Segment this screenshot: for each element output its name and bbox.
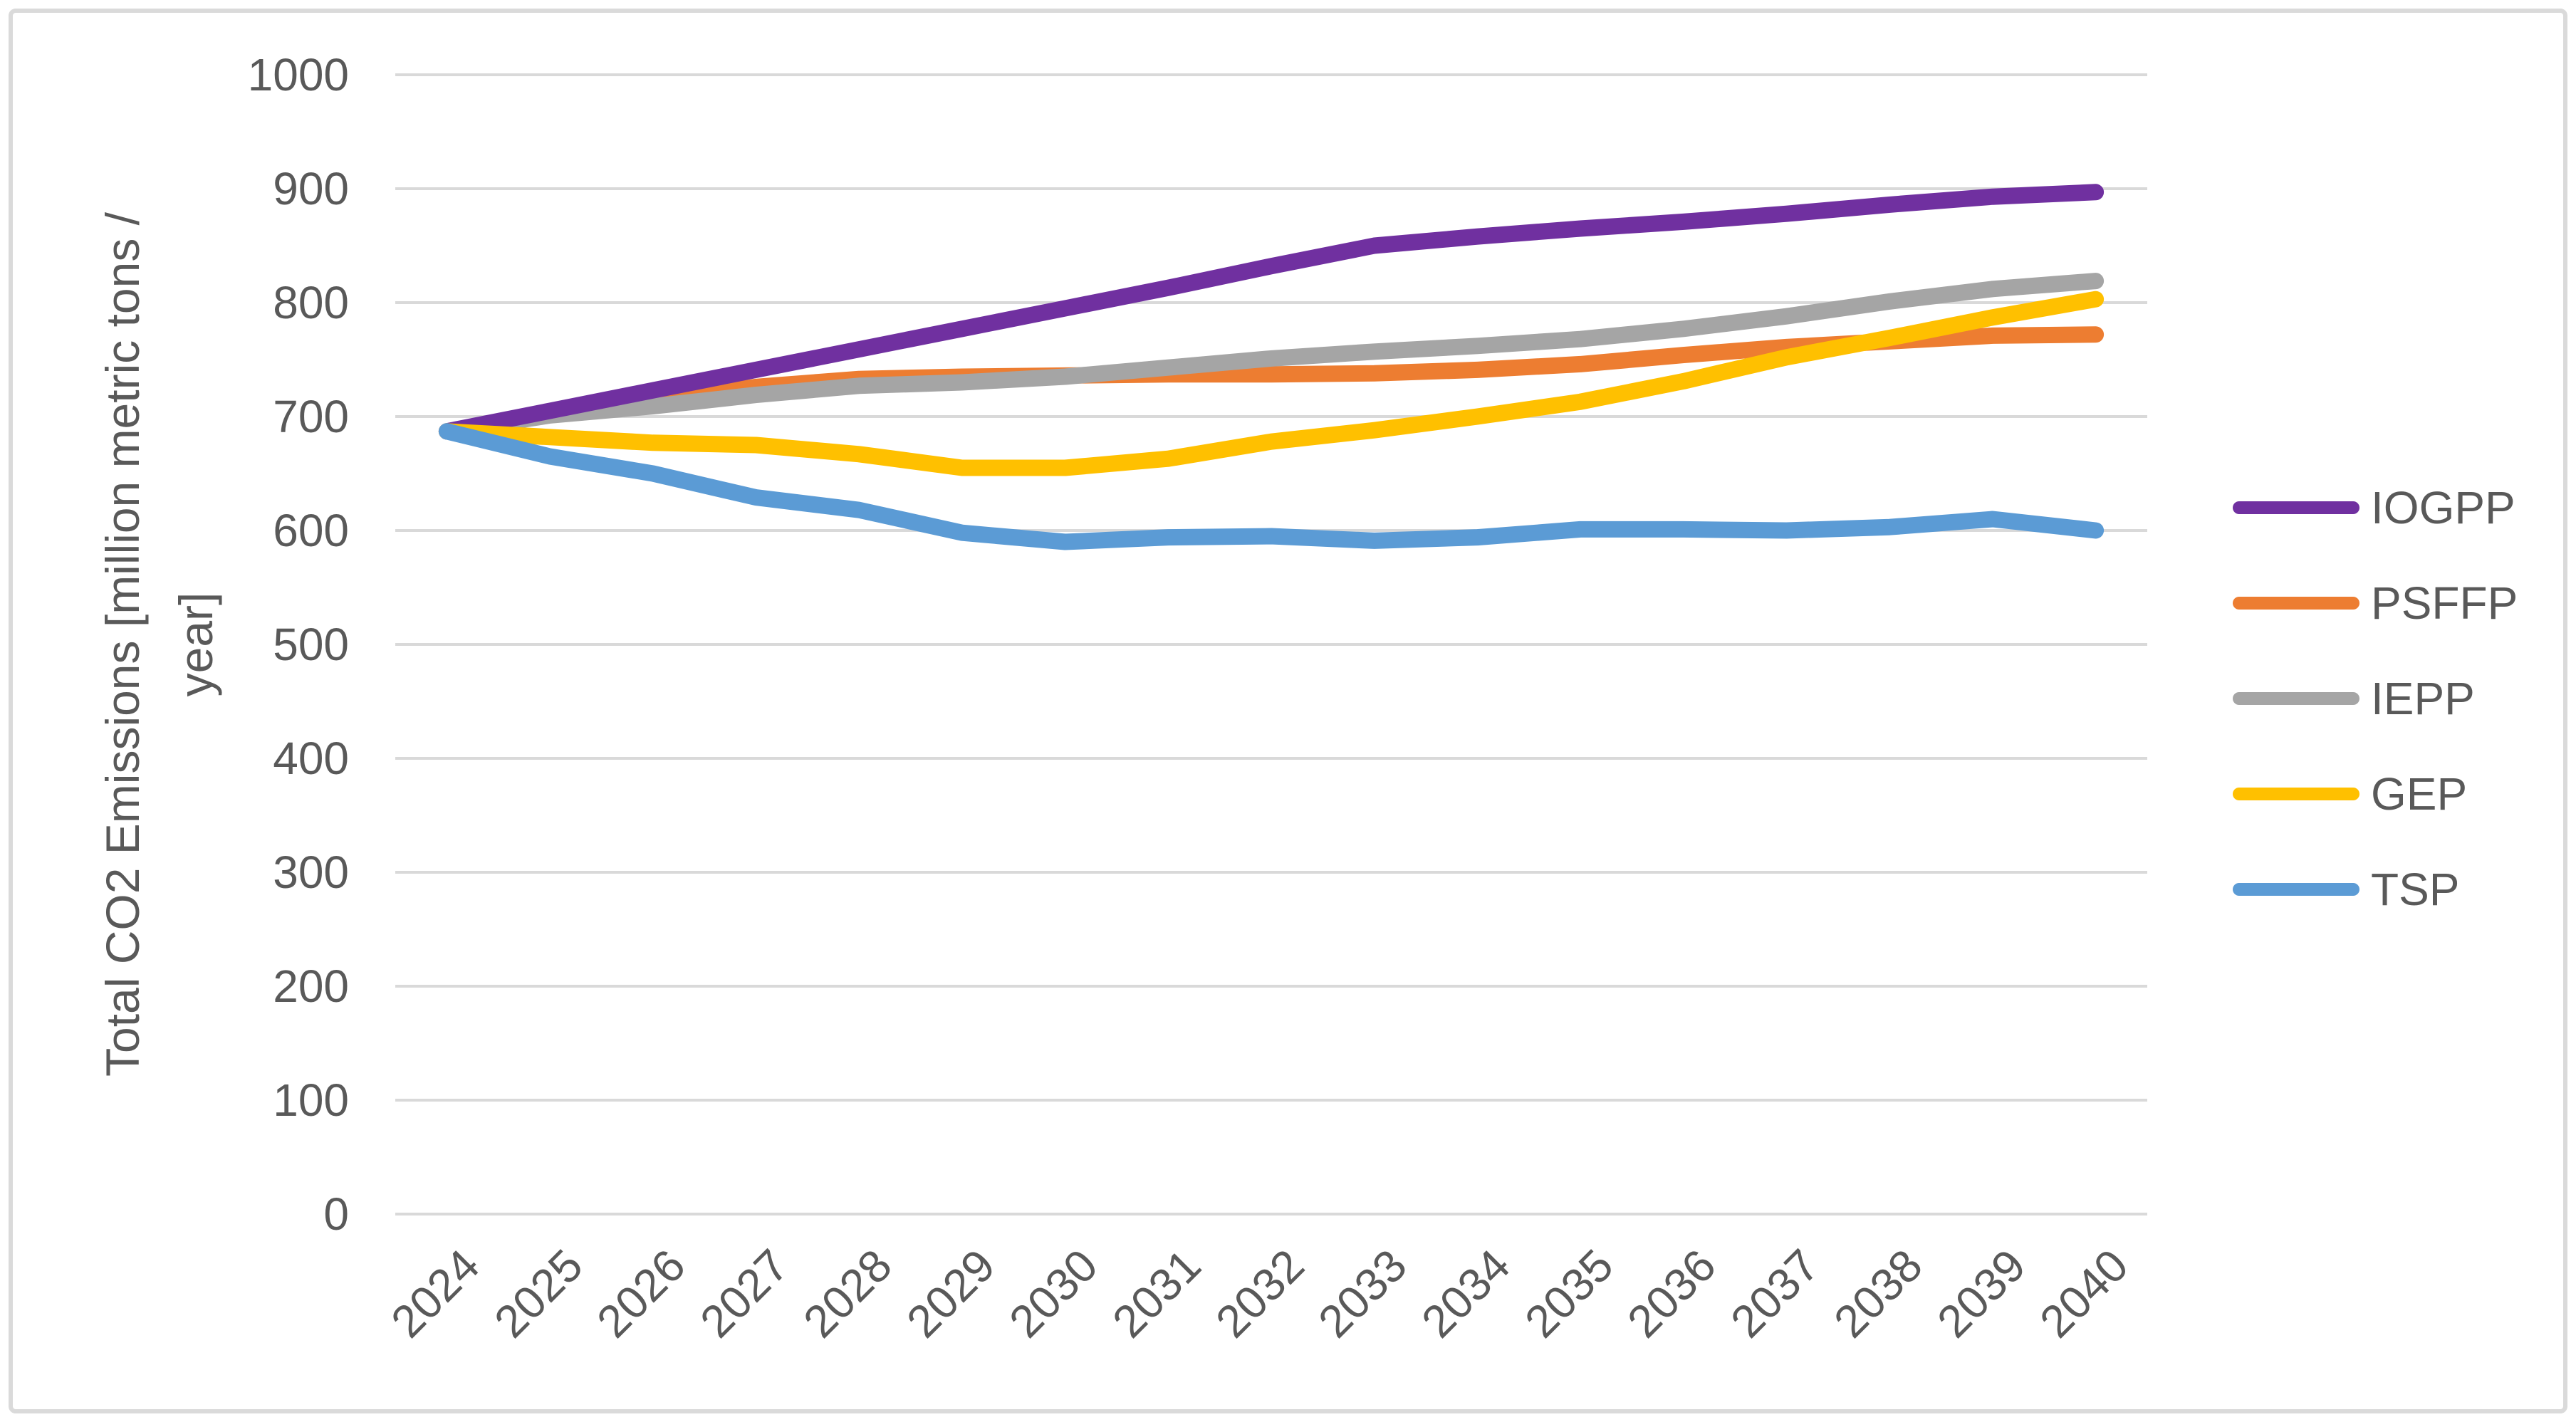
legend-label: TSP <box>2371 864 2460 915</box>
legend-item-TSP: TSP <box>2233 857 2518 921</box>
legend-swatch-PSFFP <box>2233 597 2359 610</box>
y-tick-label: 1000 <box>247 49 349 100</box>
y-tick-label: 800 <box>273 277 349 328</box>
y-tick-label: 0 <box>323 1188 349 1240</box>
series-line-IOGPP <box>438 184 2105 440</box>
legend: IOGPP PSFFP IEPP GEP TSP <box>2233 476 2518 921</box>
y-tick-label: 300 <box>273 847 349 898</box>
legend-swatch-TSP <box>2233 883 2359 896</box>
legend-item-IEPP: IEPP <box>2233 666 2518 731</box>
legend-label: IEPP <box>2371 673 2475 724</box>
legend-swatch-IEPP <box>2233 692 2359 705</box>
y-tick-label: 200 <box>273 961 349 1012</box>
legend-label: PSFFP <box>2371 577 2518 629</box>
legend-item-IOGPP: IOGPP <box>2233 476 2518 540</box>
y-tick-label: 500 <box>273 619 349 670</box>
series-line-TSP <box>438 423 2105 550</box>
y-tick-label: 400 <box>273 733 349 784</box>
legend-label: GEP <box>2371 768 2468 820</box>
legend-label: IOGPP <box>2371 482 2515 533</box>
y-axis-title-line2: year] <box>170 592 222 697</box>
y-tick-label: 900 <box>273 163 349 214</box>
figure-border <box>9 9 2567 1413</box>
y-tick-label: 600 <box>273 505 349 556</box>
legend-swatch-IOGPP <box>2233 501 2359 514</box>
series-line-GEP <box>438 291 2105 476</box>
series-line-IEPP <box>438 273 2105 440</box>
y-tick-label: 100 <box>273 1075 349 1126</box>
y-axis-title: Total CO2 Emissions [million metric tons… <box>86 39 243 1250</box>
legend-item-GEP: GEP <box>2233 762 2518 826</box>
legend-item-PSFFP: PSFFP <box>2233 571 2518 635</box>
legend-swatch-GEP <box>2233 788 2359 800</box>
y-axis-title-line1: Total CO2 Emissions [million metric tons… <box>96 212 149 1077</box>
y-tick-label: 700 <box>273 391 349 442</box>
